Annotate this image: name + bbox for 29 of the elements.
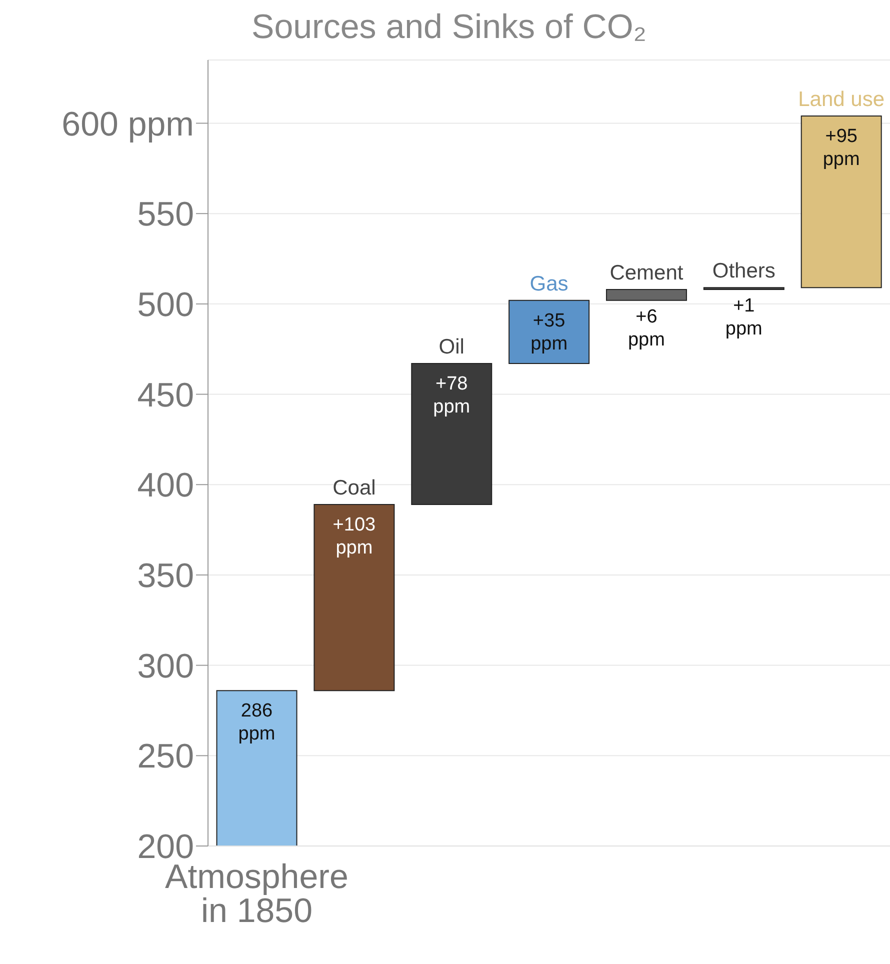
chart-title: Sources and Sinks of CO₂ [250,8,648,47]
y-tick-label: 450 [137,376,194,414]
data-label: +78 ppm [433,374,470,418]
bar [508,300,590,364]
bar [314,504,395,692]
data-label: +1 ppm [725,295,762,340]
data-label: 286 ppm [238,700,276,745]
x-tick-label: Land use [798,88,885,112]
y-tick-label: 300 [137,647,194,686]
y-tick-label: 350 [137,557,194,596]
bar [606,288,687,301]
bar [411,363,492,505]
y-tick-label: 550 [137,196,194,234]
y-tick-label: 600 ppm [62,105,194,144]
x-tick-label: Cement [610,261,684,284]
x-tick-label: Coal [332,476,376,500]
bar [216,690,298,846]
x-tick-label: Gas [530,272,568,296]
x-tick-label: Oil [438,336,464,359]
data-label: +103 ppm [332,514,376,558]
y-tick-label: 500 [137,286,194,324]
y-tick-label: 250 [137,738,194,776]
y-tick-label: 400 [137,466,194,505]
x-tick-label: Others [712,260,776,283]
bar [800,116,882,288]
data-label: +6 ppm [628,306,665,350]
x-tick-label: Atmosphere in 1850 [165,858,348,930]
data-label: +95 ppm [822,126,860,170]
data-label: +35 ppm [530,310,568,354]
